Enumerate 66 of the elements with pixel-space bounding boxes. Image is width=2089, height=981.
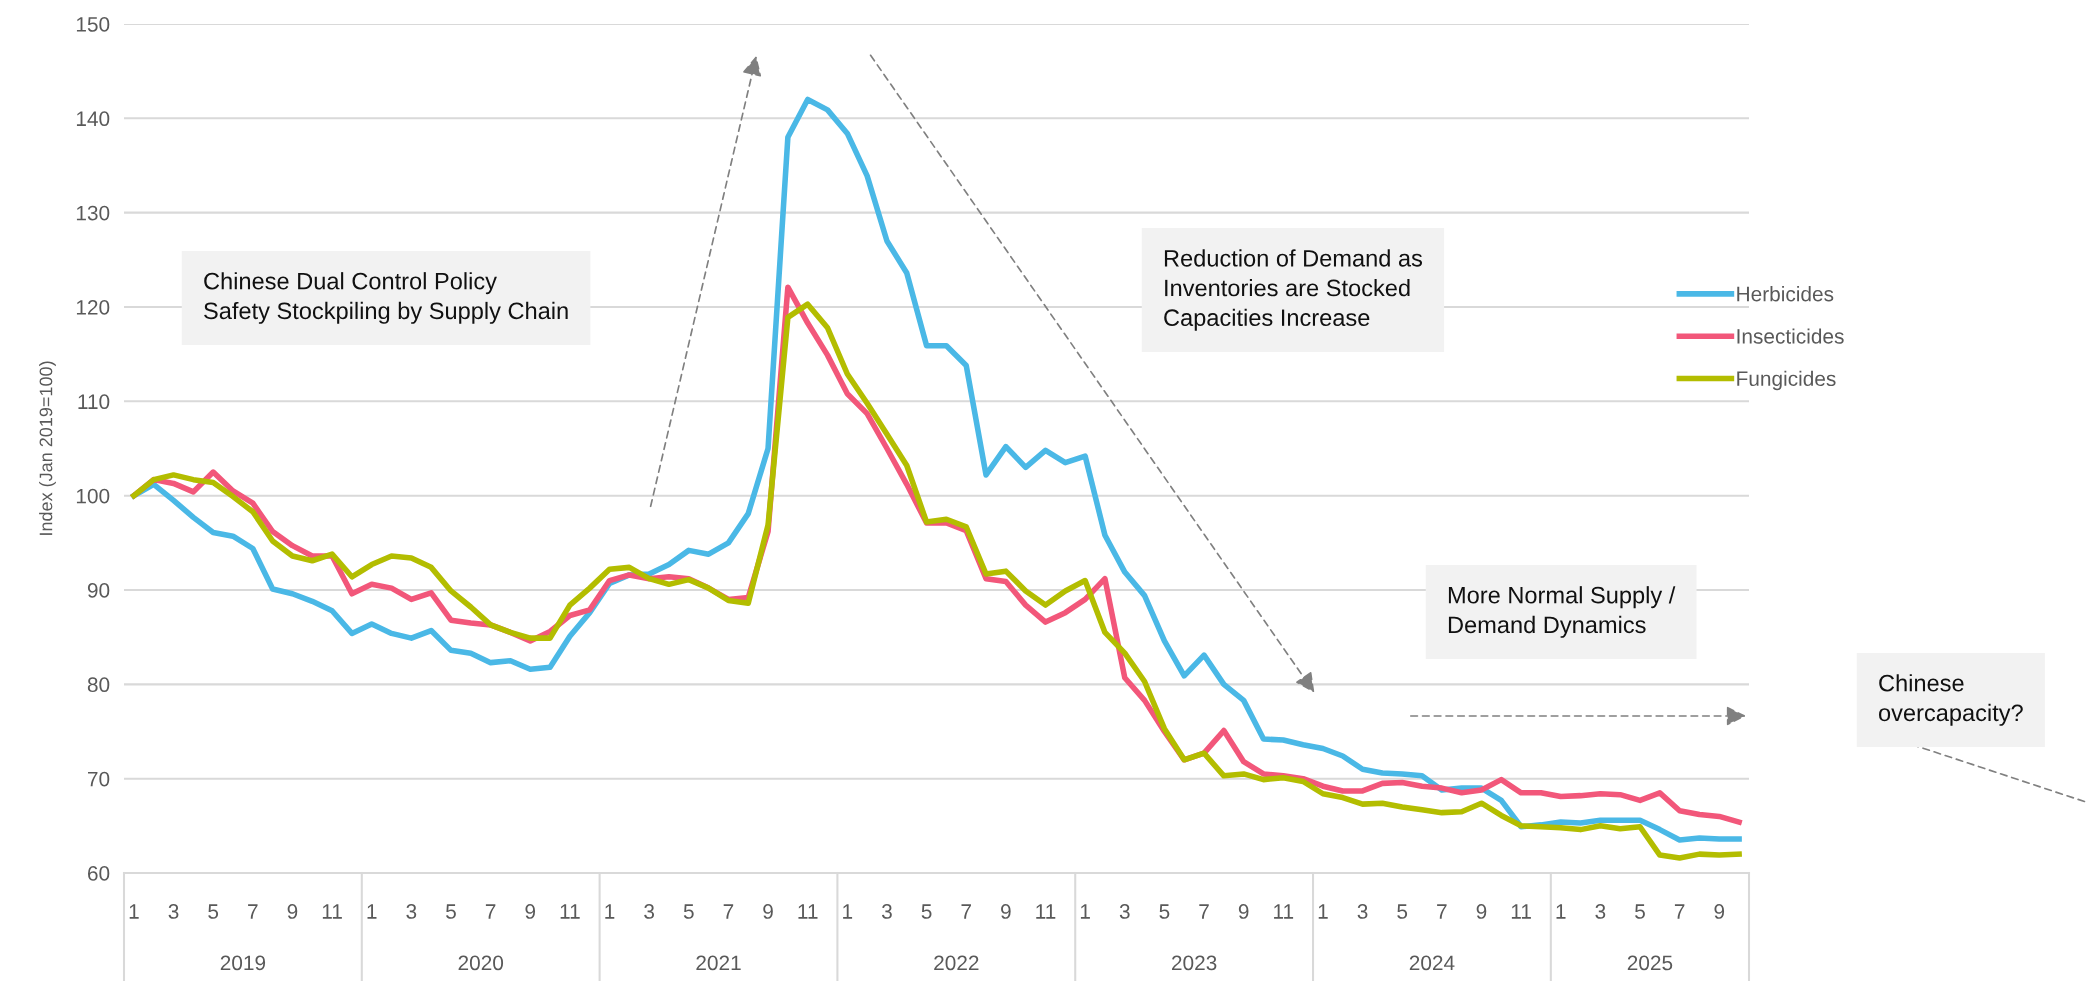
y-tick-label: 80 <box>87 677 110 693</box>
x-tick-label: 9 <box>287 904 298 919</box>
text: 2020 <box>458 955 504 971</box>
x-tick-label: 11 <box>1274 904 1294 919</box>
x-tick-label: 7 <box>723 904 734 919</box>
y-tick-label: 90 <box>87 583 110 598</box>
text: 2019 <box>220 955 266 971</box>
x-tick-label: 3 <box>1357 904 1368 919</box>
x-tick-label: 5 <box>921 904 932 919</box>
x-tick-label: 7 <box>248 904 258 919</box>
text: 2021 <box>696 955 741 971</box>
x-tick-label: 9 <box>1001 904 1011 919</box>
x-tick-label: 9 <box>525 904 536 919</box>
annotation: Chinese Dual Control Policy Safety Stockpiling by Supply Chain <box>204 272 568 324</box>
x-tick-label: 7 <box>1674 904 1685 919</box>
x-tick-label: 5 <box>1159 904 1170 919</box>
x-tick-label: 1 <box>1080 904 1090 919</box>
x-tick-label: 3 <box>168 904 179 919</box>
x-tick-label: 3 <box>644 904 655 919</box>
x-tick-label: 7 <box>1437 904 1447 919</box>
x-tick-label: 1 <box>843 904 853 919</box>
x-tick-label: 11 <box>560 904 580 919</box>
y-axis-title: Index (Jan 2019=100) <box>39 361 56 535</box>
x-tick-label: 1 <box>1318 904 1328 919</box>
x-tick-label: 11 <box>1511 904 1531 919</box>
x-tick-label: 9 <box>763 904 773 919</box>
legend-label: Herbicides <box>1737 286 1834 302</box>
text: 2023 <box>1172 955 1217 971</box>
x-tick-label: 1 <box>367 904 377 919</box>
x-tick-label: 1 <box>605 904 615 919</box>
y-tick-label: 140 <box>76 111 110 127</box>
text: 2022 <box>934 955 979 971</box>
x-tick-label: 3 <box>881 904 892 919</box>
x-tick-label: 3 <box>1595 904 1606 919</box>
x-tick-label: 11 <box>798 904 818 919</box>
annotation: More Normal Supply / Demand Dynamics <box>1448 586 1676 638</box>
x-tick-label: 3 <box>1119 904 1130 919</box>
y-tick-label: 130 <box>76 205 110 221</box>
x-tick-label: 5 <box>683 904 694 919</box>
x-tick-label: 9 <box>1476 904 1487 919</box>
x-tick-label: 5 <box>446 904 456 919</box>
x-tick-label: 7 <box>485 904 496 919</box>
y-tick-label: 150 <box>76 17 110 32</box>
x-tick-label: 1 <box>129 904 139 919</box>
x-tick-label: 5 <box>1397 904 1408 919</box>
y-tick-label: 120 <box>76 300 110 315</box>
annotation: Reduction of Demand as Inventories are Stocked Capacities Increase <box>1164 249 1423 331</box>
y-tick-label: 100 <box>76 488 110 504</box>
y-tick-label: 70 <box>88 771 110 787</box>
x-tick-label: 11 <box>1036 904 1056 919</box>
legend-label: Insecticides <box>1737 328 1844 344</box>
y-tick-label: 60 <box>88 866 110 881</box>
text: 2024 <box>1409 955 1455 971</box>
text: 2025 <box>1627 955 1673 971</box>
legend-label: Fungicides <box>1737 370 1836 391</box>
y-tick-label: 110 <box>78 394 110 410</box>
x-tick-label: 3 <box>406 904 417 919</box>
x-tick-label: 11 <box>322 904 342 919</box>
x-tick-label: 7 <box>961 904 971 919</box>
text: Chinese overcapacity? <box>1878 674 2023 726</box>
x-tick-label: 9 <box>1714 904 1725 919</box>
x-tick-label: 1 <box>1556 904 1566 919</box>
x-tick-label: 7 <box>1199 904 1209 919</box>
x-tick-label: 5 <box>208 904 219 919</box>
x-tick-label: 9 <box>1238 904 1249 919</box>
x-tick-label: 5 <box>1635 904 1645 919</box>
